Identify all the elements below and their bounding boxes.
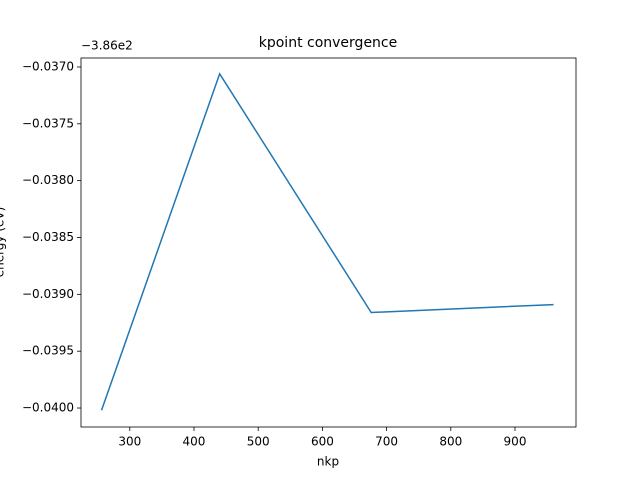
y-tick-label: −0.0380 [22, 173, 74, 187]
y-offset-label: −3.86e2 [81, 39, 133, 53]
x-tick-label: 800 [439, 435, 462, 449]
y-tick-label: −0.0370 [22, 59, 74, 73]
y-tick-label: −0.0390 [22, 287, 74, 301]
chart-title: kpoint convergence [259, 35, 398, 51]
y-tick-label: −0.0375 [22, 116, 74, 130]
x-tick-label: 600 [311, 435, 334, 449]
y-tick-label: −0.0395 [22, 344, 74, 358]
y-axis-label: energy (eV) [0, 207, 7, 278]
x-tick-label: 300 [118, 435, 141, 449]
x-tick-label: 400 [183, 435, 206, 449]
x-tick-label: 500 [247, 435, 270, 449]
data-line [100, 72, 554, 411]
y-tick-label: −0.0400 [22, 401, 74, 415]
x-tick-label: 900 [504, 435, 527, 449]
axes-frame [80, 57, 577, 428]
x-tick-label: 700 [375, 435, 398, 449]
x-axis-label: nkp [317, 455, 339, 469]
y-tick-label: −0.0385 [22, 230, 74, 244]
